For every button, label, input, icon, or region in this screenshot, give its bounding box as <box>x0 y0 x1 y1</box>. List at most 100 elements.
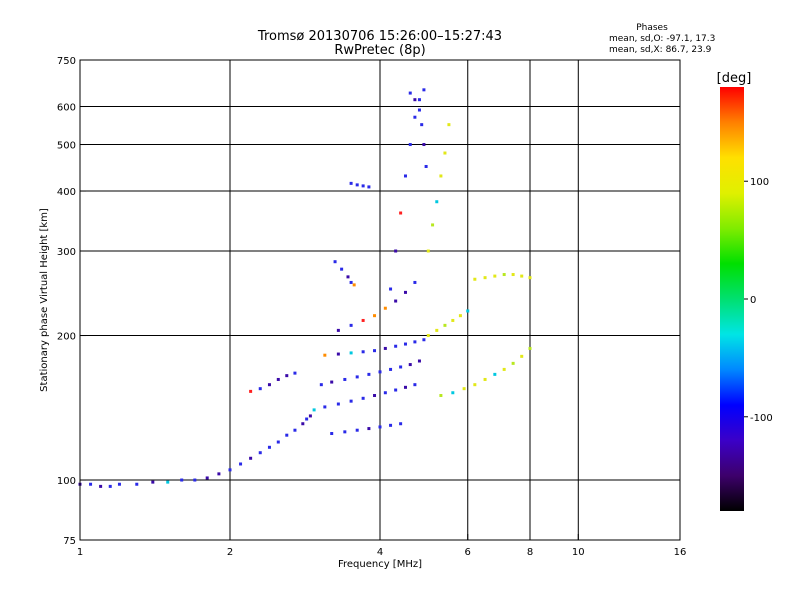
chart-subtitle: RwPretec (8p) <box>334 43 425 58</box>
data-point <box>336 352 340 356</box>
data-point <box>403 385 407 389</box>
data-point <box>267 445 271 449</box>
data-point <box>293 428 297 432</box>
data-point <box>399 211 403 215</box>
data-point <box>462 387 466 391</box>
phase-o-stats: mean, sd,O: -97.1, 17.3 <box>609 34 715 44</box>
data-point <box>403 290 407 294</box>
data-point <box>520 354 524 358</box>
data-point <box>308 414 312 418</box>
y-tick-label: 750 <box>57 56 76 67</box>
data-point <box>89 482 93 486</box>
data-point <box>473 277 477 281</box>
data-point <box>451 391 455 395</box>
data-point <box>413 383 417 387</box>
data-point <box>394 388 398 392</box>
data-point <box>330 380 334 384</box>
data-point <box>343 377 347 381</box>
data-point <box>361 318 365 322</box>
data-point <box>466 309 470 313</box>
data-point <box>301 422 305 426</box>
data-point <box>520 274 524 278</box>
data-point <box>135 482 139 486</box>
data-point <box>394 344 398 348</box>
data-point <box>336 328 340 332</box>
data-point <box>205 476 209 480</box>
data-point <box>383 306 387 310</box>
data-point <box>417 359 421 363</box>
data-point <box>422 88 426 92</box>
data-point <box>447 123 451 127</box>
y-tick-label: 500 <box>57 141 76 152</box>
data-point <box>355 183 359 187</box>
data-point <box>239 462 243 466</box>
data-point <box>435 328 439 332</box>
data-point <box>439 394 443 398</box>
phase-heading: Phases <box>636 23 668 33</box>
data-point <box>426 249 430 253</box>
y-tick-label: 75 <box>63 536 76 547</box>
colorbar-tick-label: 0 <box>750 295 756 306</box>
x-tick-label: 2 <box>227 547 233 558</box>
data-point <box>323 405 327 409</box>
data-point <box>439 174 443 178</box>
data-point <box>285 433 289 437</box>
data-point <box>483 276 487 280</box>
data-point <box>99 484 103 488</box>
data-point <box>493 274 497 278</box>
data-point <box>343 430 347 434</box>
x-tick-label: 8 <box>527 547 533 558</box>
data-point <box>355 428 359 432</box>
data-point <box>422 143 426 147</box>
data-point <box>355 375 359 379</box>
data-point <box>323 353 327 357</box>
colorbar-tick-label: 100 <box>750 177 769 188</box>
x-tick-label: 1 <box>77 547 83 558</box>
data-point <box>417 108 421 112</box>
data-point <box>483 377 487 381</box>
x-tick-label: 10 <box>572 547 585 558</box>
data-point <box>312 408 316 412</box>
data-point <box>373 314 377 318</box>
data-point <box>493 372 497 376</box>
data-point <box>383 391 387 395</box>
data-point <box>389 367 393 371</box>
data-point <box>511 273 515 277</box>
data-point <box>422 338 426 342</box>
data-point <box>431 223 435 227</box>
data-point <box>367 372 371 376</box>
data-point <box>424 164 428 168</box>
data-point <box>166 480 170 484</box>
data-point <box>389 287 393 291</box>
data-point <box>394 299 398 303</box>
data-point <box>403 174 407 178</box>
data-point <box>399 422 403 426</box>
data-point <box>426 334 430 338</box>
data-point <box>394 249 398 253</box>
data-point <box>349 323 353 327</box>
data-point <box>305 417 309 421</box>
data-point <box>352 283 356 287</box>
data-point <box>403 342 407 346</box>
phase-x-stats: mean, sd,X: 86.7, 23.9 <box>609 45 712 55</box>
phase-colorbar <box>720 87 744 511</box>
y-tick-label: 600 <box>57 103 76 114</box>
data-point <box>330 432 334 436</box>
data-point <box>267 383 271 387</box>
data-point <box>228 468 232 472</box>
data-point <box>511 361 515 365</box>
data-point <box>420 123 424 127</box>
data-point <box>276 377 280 381</box>
data-point <box>413 280 417 284</box>
data-point <box>258 451 262 455</box>
data-point <box>151 480 155 484</box>
data-point <box>108 484 112 488</box>
data-point <box>249 389 253 393</box>
colorbar-title: [deg] <box>717 71 752 86</box>
y-tick-label: 100 <box>57 476 76 487</box>
data-point <box>502 367 506 371</box>
grid-lines <box>80 60 680 540</box>
y-tick-label: 300 <box>57 247 76 258</box>
data-point <box>333 260 337 264</box>
data-point <box>361 184 365 188</box>
